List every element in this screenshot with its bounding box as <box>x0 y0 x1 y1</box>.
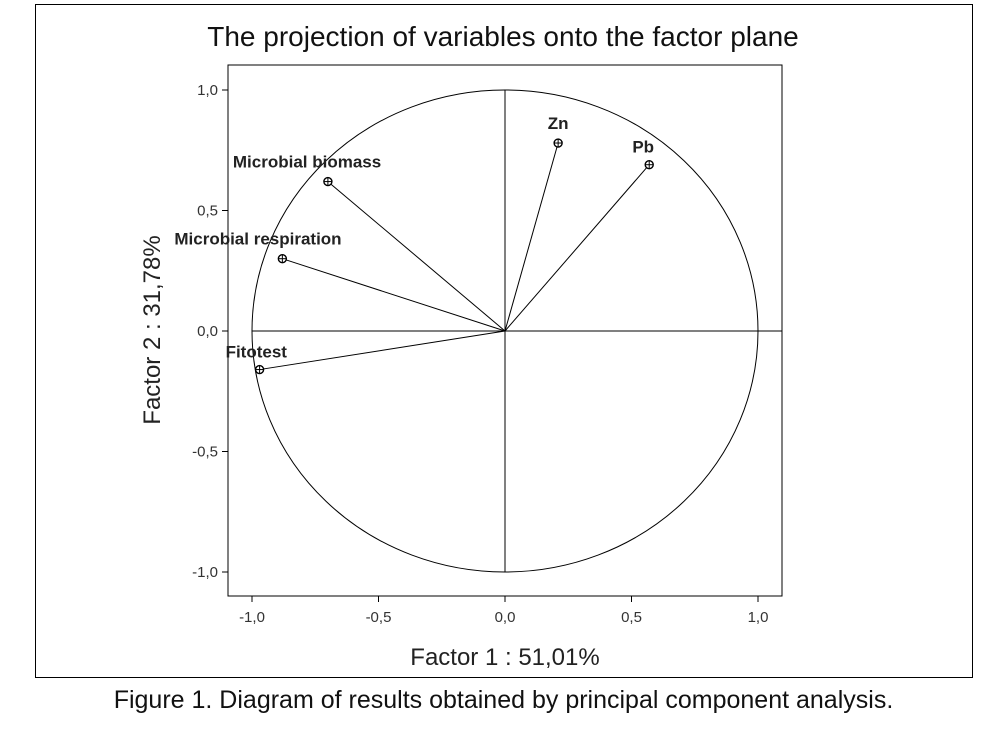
x-tick-label: -0,5 <box>366 609 392 626</box>
figure-frame <box>35 4 973 678</box>
x-tick-label: 1,0 <box>748 609 769 626</box>
x-tick-label: 0,0 <box>495 609 516 626</box>
point-label: Pb <box>632 138 654 157</box>
y-tick-label: 0,5 <box>197 203 218 220</box>
point-label: Microbial biomass <box>233 153 381 172</box>
point-label: Zn <box>548 114 569 133</box>
loading-vector <box>327 181 506 332</box>
y-tick-label: -1,0 <box>192 564 218 581</box>
loading-vector <box>282 258 506 332</box>
y-tick-label: -0,5 <box>192 444 218 461</box>
chart-title: The projection of variables onto the fac… <box>207 21 798 52</box>
y-tick-label: 1,0 <box>197 82 218 99</box>
figure-caption: Figure 1. Diagram of results obtained by… <box>113 686 894 714</box>
x-axis-label: Factor 1 : 51,01% <box>410 644 599 671</box>
point-label: Microbial respiration <box>174 230 341 249</box>
pca-chart: The projection of variables onto the fac… <box>139 21 799 671</box>
loading-vector <box>259 330 506 371</box>
plot-layer: -1,0 1,0 -0,5 0,5 0,0 0,0 0,5 -0,5 1,0 -1,0 Zn Pb Mi… <box>174 82 782 626</box>
x-tick-label: 0,5 <box>621 609 642 626</box>
loading-vector <box>504 142 559 332</box>
loading-vector <box>504 164 650 332</box>
y-tick-label: 0,0 <box>197 323 218 340</box>
x-tick-label: -1,0 <box>239 609 265 626</box>
point-label: Fitotest <box>226 343 288 362</box>
y-axis-label: Factor 2 : 31,78% <box>139 235 166 424</box>
